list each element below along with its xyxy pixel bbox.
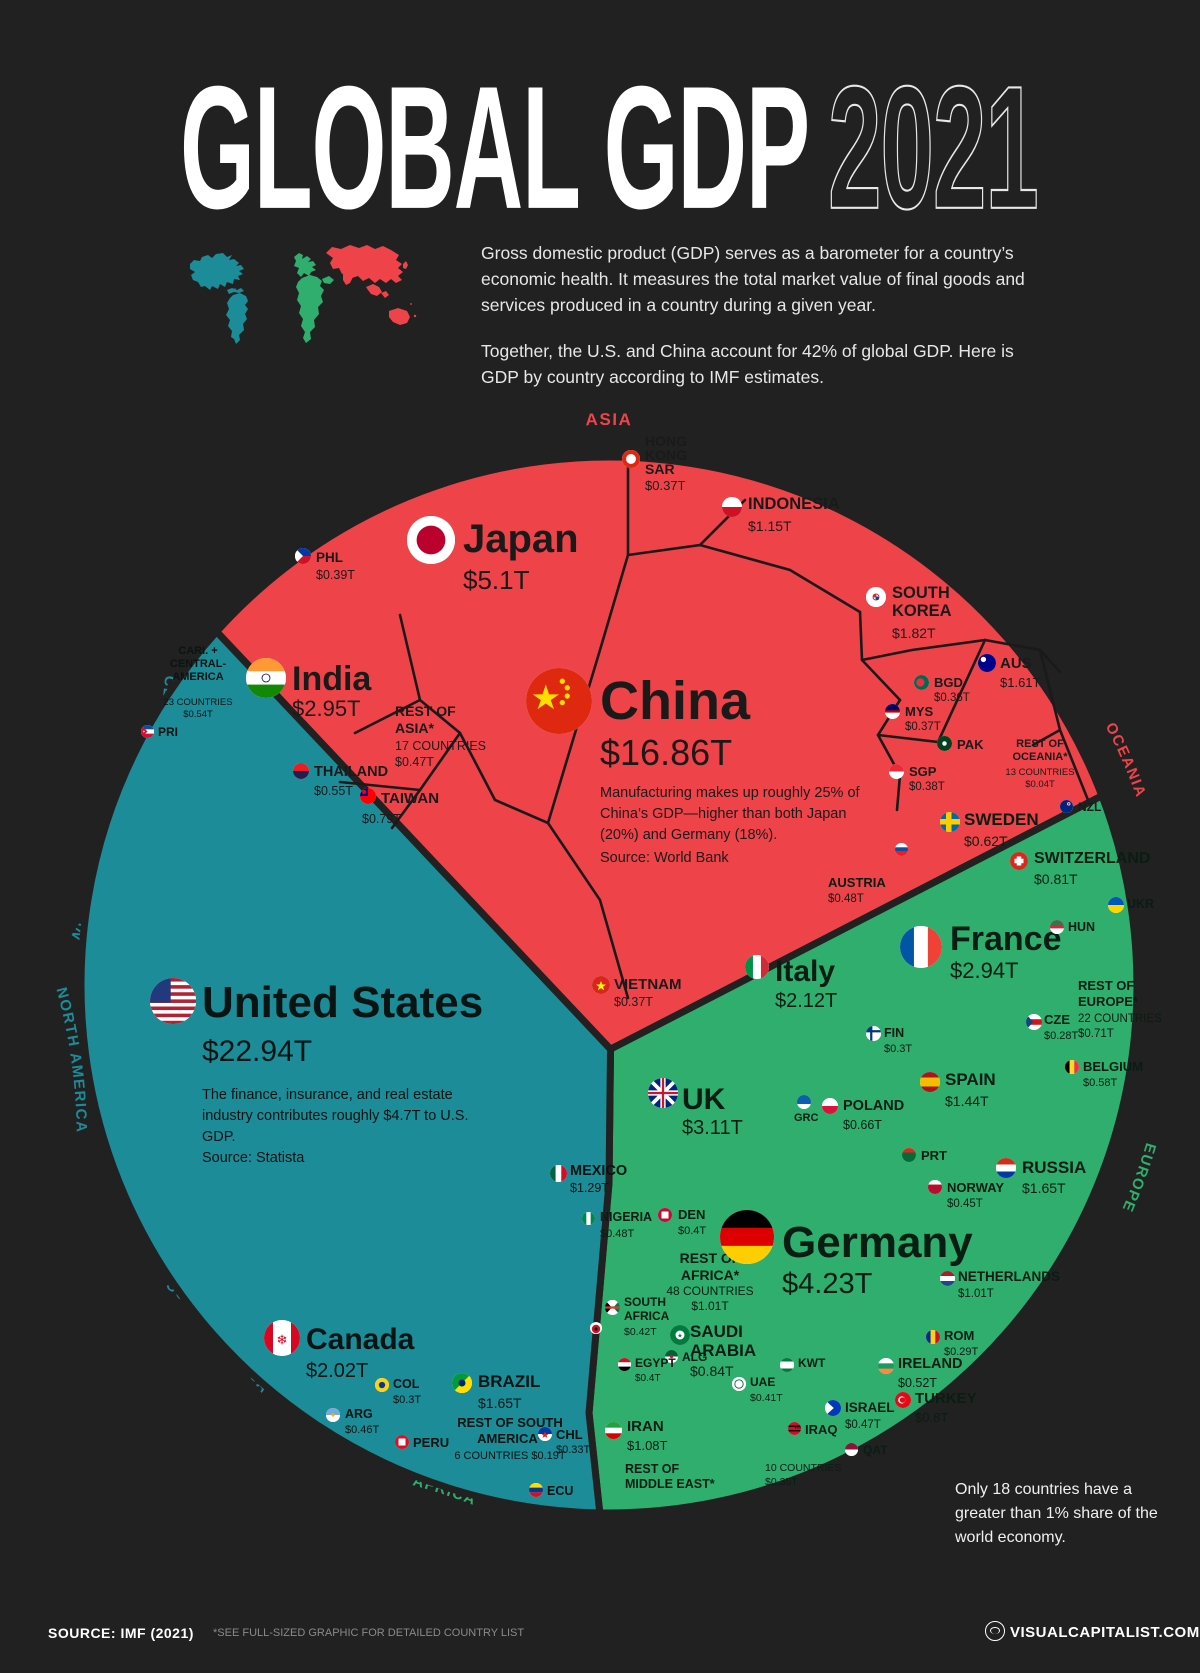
svg-text:★: ★: [677, 1333, 682, 1340]
svg-text:❄: ❄: [276, 1332, 287, 1347]
svg-text:✦✦✦: ✦✦✦: [834, 1406, 841, 1411]
